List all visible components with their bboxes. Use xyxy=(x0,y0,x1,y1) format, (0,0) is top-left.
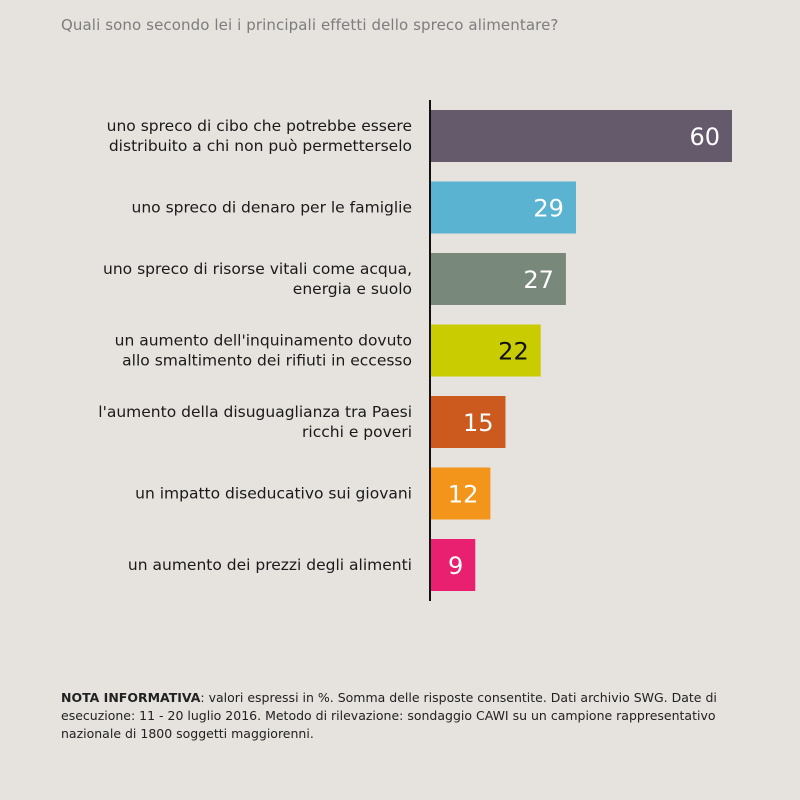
data-label-7: 9 xyxy=(448,552,463,580)
category-label-7: un aumento dei prezzi degli alimenti xyxy=(128,556,412,574)
category-label-1-line-2: distribuito a chi non può permetterselo xyxy=(109,137,412,155)
bar-4 xyxy=(430,324,541,377)
category-label-3-line-1: uno spreco di risorse vitali come acqua, xyxy=(103,260,412,278)
data-label-6: 12 xyxy=(448,481,479,509)
category-label-2: uno spreco di denaro per le famiglie xyxy=(132,199,412,217)
data-label-5: 15 xyxy=(463,409,494,437)
data-label-1: 60 xyxy=(689,123,720,151)
bar-6 xyxy=(430,467,491,520)
bar-2 xyxy=(430,181,576,234)
data-label-4: 22 xyxy=(498,338,529,366)
category-label-4-line-2: allo smaltimento dei rifiuti in eccesso xyxy=(122,352,412,370)
note-heading: NOTA INFORMATIVA xyxy=(61,690,201,705)
category-label-5-line-1: l'aumento della disuguaglianza tra Paesi xyxy=(98,403,412,421)
category-label-4-line-1: un aumento dell'inquinamento dovuto xyxy=(115,332,412,350)
data-label-3: 27 xyxy=(523,266,554,294)
bar-1 xyxy=(430,110,732,162)
bar-5 xyxy=(430,396,506,448)
category-label-6: un impatto diseducativo sui giovani xyxy=(135,485,412,503)
data-label-2: 29 xyxy=(533,195,564,223)
bar-chart: 60 uno spreco di cibo che potrebbe essere… xyxy=(98,100,732,601)
category-label-3-line-2: energia e suolo xyxy=(293,280,412,298)
note-text: : valori espressi in %. Somma delle risp… xyxy=(61,690,717,741)
chart-title: Quali sono secondo lei i principali effe… xyxy=(61,16,559,34)
info-note: NOTA INFORMATIVA: valori espressi in %. … xyxy=(61,689,761,743)
bar-7 xyxy=(430,539,476,591)
category-label-1-line-1: uno spreco di cibo che potrebbe essere xyxy=(107,117,412,135)
category-label-5-line-2: ricchi e poveri xyxy=(302,423,412,441)
bar-3 xyxy=(430,253,566,305)
